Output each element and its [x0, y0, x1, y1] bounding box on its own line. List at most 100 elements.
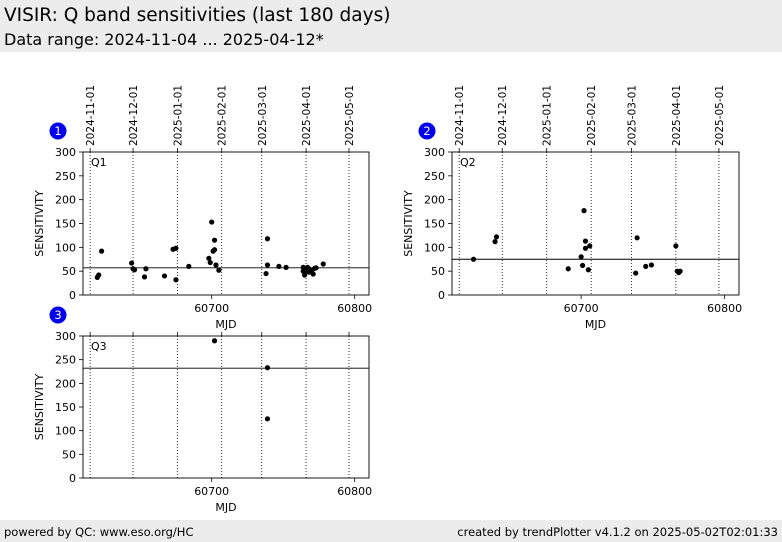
- x-tick-label: 60800: [337, 302, 372, 315]
- panel-number-badge: [49, 306, 67, 324]
- x-tick-label: 60800: [337, 485, 372, 498]
- footer-bar: powered by QC: www.eso.org/HC created by…: [0, 520, 782, 542]
- y-tick-label: 150: [55, 218, 76, 231]
- data-point: [283, 264, 289, 270]
- y-tick-label: 50: [62, 265, 76, 278]
- data-point: [585, 267, 591, 273]
- y-tick-label: 250: [55, 170, 76, 183]
- data-point: [313, 265, 319, 271]
- data-point: [211, 338, 218, 344]
- data-point: [173, 277, 179, 283]
- y-tick-label: 150: [55, 401, 76, 414]
- y-axis-label: SENSITIVITY: [402, 190, 415, 257]
- axes-frame: [82, 151, 370, 296]
- y-tick-label: 300: [55, 330, 76, 343]
- data-point: [216, 267, 222, 273]
- data-point: [634, 235, 640, 241]
- data-point: [677, 268, 683, 274]
- header-bar: VISIR: Q band sensitivities (last 180 da…: [0, 0, 782, 52]
- date-tick-label: 2025-05-01: [714, 85, 726, 146]
- date-tick-label: 2025-03-01: [257, 85, 269, 146]
- y-tick-label: 100: [55, 241, 76, 254]
- data-point: [141, 274, 148, 280]
- y-tick-label: 0: [69, 472, 76, 485]
- panel-number-badge: [418, 122, 436, 140]
- data-point: [493, 234, 500, 240]
- y-tick-label: 0: [438, 289, 445, 302]
- y-tick-label: 100: [55, 425, 76, 438]
- x-axis-label: MJD: [215, 318, 236, 331]
- x-tick-label: 60800: [707, 302, 742, 315]
- date-tick-label: 2025-02-01: [586, 85, 598, 146]
- panel-label: Q2: [460, 156, 476, 169]
- date-tick-label: 2025-03-01: [626, 85, 638, 146]
- y-tick-label: 50: [62, 448, 76, 461]
- data-point: [310, 271, 316, 277]
- data-point: [582, 238, 589, 244]
- data-point: [143, 266, 149, 272]
- data-point: [209, 219, 215, 225]
- x-tick-label: 60700: [564, 302, 599, 315]
- axes-frame: [451, 151, 740, 296]
- panel-number: 1: [54, 124, 61, 138]
- footer-credit: powered by QC: www.eso.org/HC: [4, 525, 194, 539]
- y-axis-label: SENSITIVITY: [33, 373, 46, 440]
- y-tick-label: 250: [55, 354, 76, 367]
- data-point: [129, 260, 135, 266]
- x-axis-label: MJD: [585, 318, 606, 331]
- data-point: [263, 270, 269, 277]
- page-subtitle: Data range: 2024-11-04 ... 2025-04-12*: [4, 30, 324, 49]
- date-tick-label: 2025-01-01: [172, 85, 184, 146]
- panel-number: 3: [54, 308, 61, 322]
- y-tick-label: 250: [424, 170, 445, 183]
- axes-frame: [82, 335, 370, 479]
- date-tick-label: 2025-04-01: [671, 85, 683, 146]
- data-point: [173, 245, 179, 251]
- data-point: [206, 255, 212, 261]
- y-tick-label: 300: [424, 146, 445, 159]
- data-point: [320, 261, 326, 267]
- y-tick-label: 200: [55, 377, 76, 390]
- y-tick-label: 150: [424, 218, 445, 231]
- y-tick-label: 200: [55, 194, 76, 207]
- data-point: [470, 256, 477, 262]
- date-tick-label: 2024-11-01: [85, 85, 97, 146]
- panel-number: 2: [423, 124, 430, 138]
- data-point: [264, 236, 271, 242]
- x-tick-label: 60700: [194, 485, 229, 498]
- data-point: [578, 254, 584, 260]
- date-tick-label: 2025-02-01: [217, 85, 229, 146]
- data-point: [98, 248, 105, 254]
- y-tick-label: 200: [424, 194, 445, 207]
- data-point: [131, 267, 138, 273]
- data-point: [186, 263, 192, 269]
- y-tick-label: 100: [424, 241, 445, 254]
- date-tick-label: 2025-04-01: [301, 85, 313, 146]
- y-tick-label: 50: [431, 265, 445, 278]
- data-point: [643, 263, 649, 269]
- data-point: [579, 262, 586, 269]
- date-tick-label: 2025-05-01: [344, 85, 356, 146]
- data-point: [648, 262, 655, 268]
- data-point: [161, 273, 168, 279]
- data-point: [587, 243, 593, 249]
- data-point: [264, 365, 271, 371]
- date-tick-label: 2024-12-01: [497, 85, 509, 146]
- date-tick-label: 2025-01-01: [542, 85, 554, 146]
- data-point: [264, 262, 271, 268]
- data-point: [582, 245, 589, 251]
- data-point: [673, 243, 679, 249]
- y-tick-label: 0: [69, 289, 76, 302]
- date-tick-label: 2024-12-01: [128, 85, 140, 146]
- data-point: [211, 237, 218, 243]
- x-tick-label: 60700: [194, 302, 229, 315]
- panel-label: Q1: [91, 156, 107, 169]
- y-axis-label: SENSITIVITY: [33, 190, 46, 257]
- data-point: [264, 416, 271, 422]
- panel-label: Q3: [91, 340, 107, 353]
- footer-created: created by trendPlotter v4.1.2 on 2025-0…: [457, 525, 778, 539]
- data-point: [565, 266, 571, 272]
- data-point: [633, 270, 639, 276]
- x-axis-label: MJD: [215, 501, 236, 514]
